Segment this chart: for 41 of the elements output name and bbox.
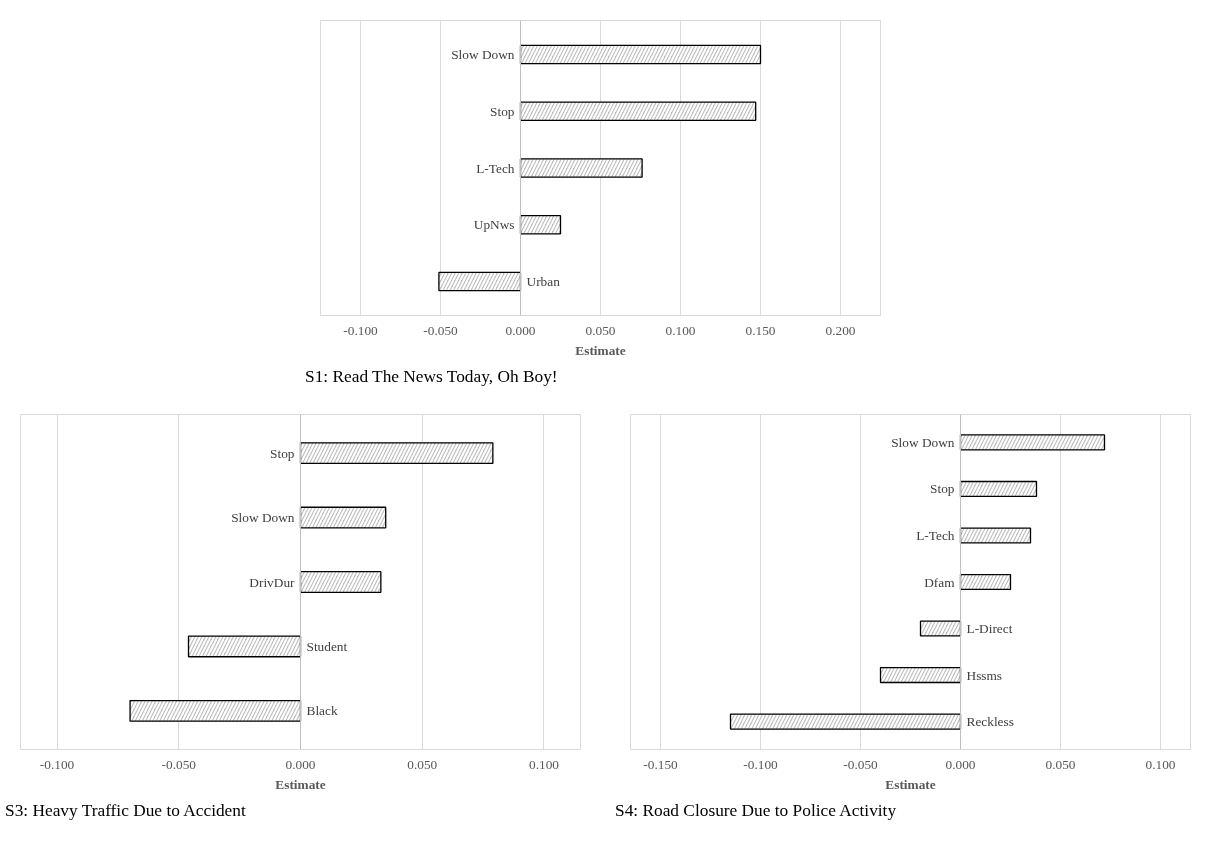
x-axis-title: Estimate: [575, 342, 626, 358]
x-tick-label: -0.050: [843, 756, 879, 772]
x-tick-label: 0.050: [1045, 756, 1076, 772]
x-axis-title: Estimate: [275, 776, 326, 792]
y-tick-label: Student: [306, 638, 348, 654]
category-label: Reckless: [966, 714, 1014, 730]
category-label: Slow Down: [891, 434, 955, 450]
category-label: Hssms: [966, 667, 1003, 683]
x-tick-label: -0.050: [161, 756, 197, 772]
x-tick-label: -0.100: [743, 756, 779, 772]
x-tick-label: 0.000: [285, 756, 316, 772]
category-label: Urban: [526, 273, 560, 289]
x-tick-label: -0.050: [423, 322, 459, 338]
x-tick-label: 0.100: [1145, 756, 1176, 772]
category-label: L-Tech: [916, 527, 955, 543]
text: S1: Read The News Today, Oh Boy!: [305, 366, 558, 388]
x-tick-label: 0.050: [585, 322, 616, 338]
y-tick-label: DrivDur: [249, 574, 296, 590]
x-tick-label: -0.150: [643, 756, 679, 772]
category-label: Stop: [930, 481, 955, 497]
x-tick-label: 0.050: [407, 756, 438, 772]
x-tick-label: 0.000: [945, 756, 976, 772]
y-tick-label: Slow Down: [231, 510, 295, 526]
text: S3: Heavy Traffic Due to Accident: [5, 800, 246, 822]
x-tick-label: 0.150: [745, 322, 776, 338]
x-axis-title: Estimate: [885, 776, 936, 792]
category-label: Stop: [490, 103, 515, 119]
category-label: UpNws: [473, 217, 515, 233]
x-tick-label: 0.000: [505, 322, 536, 338]
category-label: L-Tech: [476, 160, 515, 176]
x-tick-label: 0.200: [825, 322, 856, 338]
y-tick-label: Stop: [270, 445, 295, 461]
y-tick-label: Black: [306, 703, 338, 719]
category-label: Dfam: [924, 574, 955, 590]
category-label: L-Direct: [966, 621, 1013, 637]
x-tick-label: 0.100: [528, 756, 560, 772]
text: S4: Road Closure Due to Police Activity: [615, 800, 897, 822]
category-label: Slow Down: [451, 47, 515, 63]
x-tick-label: 0.100: [665, 322, 696, 338]
x-tick-label: -0.100: [39, 756, 75, 772]
x-tick-label: -0.100: [343, 322, 379, 338]
